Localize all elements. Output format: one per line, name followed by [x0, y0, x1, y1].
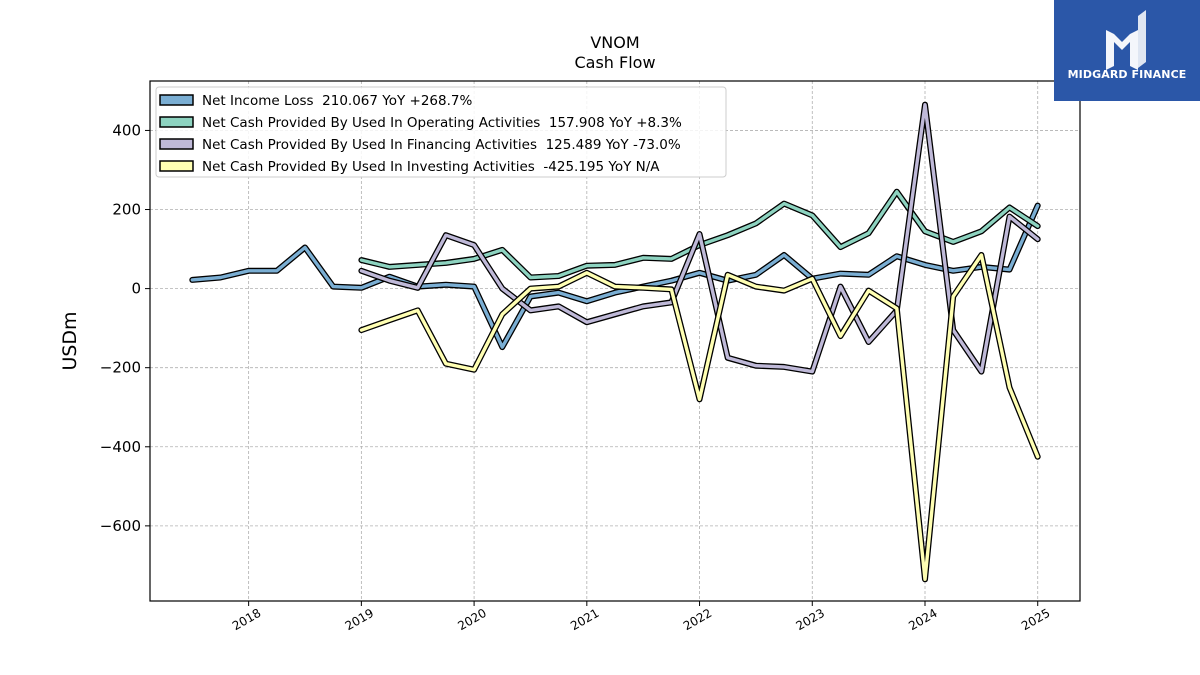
y-tick-label: 0 — [131, 280, 141, 298]
legend-entry: Net Cash Provided By Used In Investing A… — [202, 159, 660, 175]
series-stroke — [359, 102, 1040, 374]
y-tick-label: 200 — [112, 201, 141, 219]
x-tick-label: 2022 — [681, 606, 714, 633]
plot-frame — [149, 80, 1081, 602]
series-line-1 — [189, 202, 1041, 351]
legend-entry: Net Income Loss 210.067 YoY +268.7% — [202, 93, 472, 109]
chart-title: VNOM — [590, 33, 639, 52]
y-axis-label: USDm — [59, 311, 81, 370]
y-tick-label: −200 — [100, 359, 141, 377]
series-stroke — [190, 203, 1040, 349]
series-line-3 — [358, 101, 1041, 375]
brand-mark-icon — [1106, 10, 1146, 70]
series-line-4 — [358, 252, 1041, 583]
series-stroke — [359, 253, 1040, 581]
x-tick-label: 2020 — [455, 606, 488, 633]
series-lines — [189, 101, 1041, 583]
chart-subtitle: Cash Flow — [574, 53, 655, 72]
legend-box — [155, 86, 727, 178]
x-tick-label: 2024 — [906, 606, 939, 633]
x-tick-label: 2021 — [568, 606, 601, 633]
x-tick-label: 2025 — [1019, 606, 1052, 633]
x-tick-label: 2023 — [794, 606, 827, 633]
x-tick-label: 2019 — [343, 606, 376, 633]
x-tick-label: 2018 — [230, 606, 263, 633]
y-axis: −600 −400 −200 0 200 400 — [100, 121, 150, 535]
x-axis: 2018 2019 2020 2021 2022 2023 2024 2025 — [230, 601, 1052, 633]
legend-entry: Net Cash Provided By Used In Operating A… — [202, 115, 682, 131]
y-tick-label: −400 — [100, 438, 141, 456]
legend-entry: Net Cash Provided By Used In Financing A… — [202, 137, 681, 153]
y-tick-label: 400 — [112, 121, 141, 139]
midgard-finance-logo: MIDGARD FINANCE — [1054, 0, 1200, 101]
y-tick-label: −600 — [100, 517, 141, 535]
legend-swatch — [159, 116, 194, 128]
legend-swatch — [159, 94, 194, 106]
brand-name: MIDGARD FINANCE — [1067, 68, 1187, 81]
legend: Net Income Loss 210.067 YoY +268.7% Net C… — [155, 86, 727, 178]
legend-swatch — [159, 138, 194, 150]
legend-swatch — [159, 160, 194, 172]
